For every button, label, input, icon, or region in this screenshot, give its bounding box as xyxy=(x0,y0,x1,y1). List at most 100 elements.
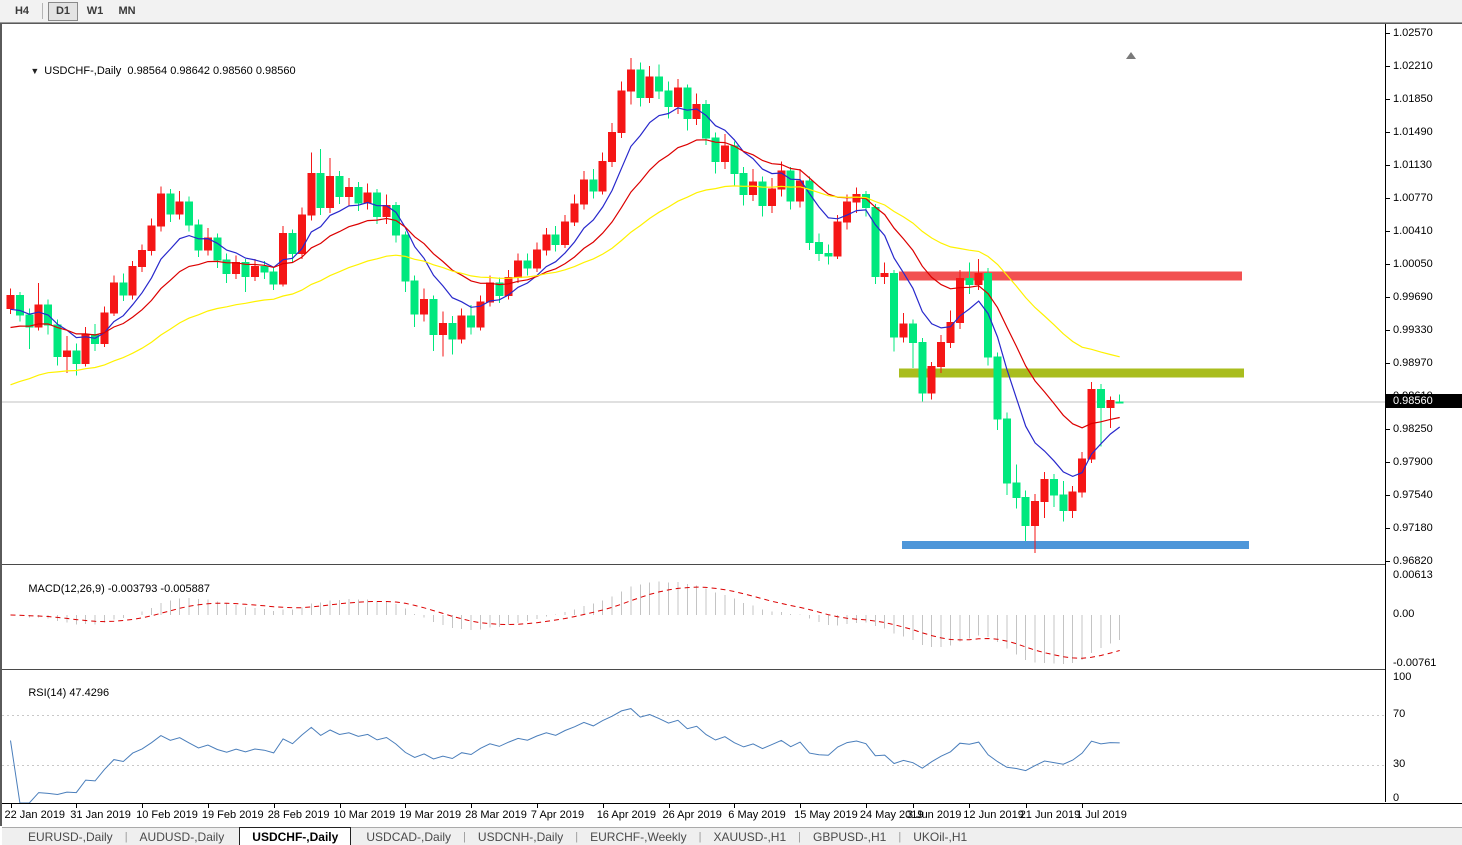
price-label: 1.02210 xyxy=(1393,60,1433,72)
date-label: 26 Apr 2019 xyxy=(662,809,722,821)
date-label: 10 Feb 2019 xyxy=(136,809,198,821)
price-tick xyxy=(1386,363,1390,364)
date-tick xyxy=(207,804,209,808)
date-tick xyxy=(1082,804,1084,808)
price-label: 1.01490 xyxy=(1393,126,1433,138)
tab-ukoil-h1[interactable]: UKOil-,H1 xyxy=(913,829,968,844)
price-label: 0.99330 xyxy=(1393,324,1433,336)
date-tick xyxy=(273,804,275,808)
date-label: 10 Mar 2019 xyxy=(333,809,396,821)
price-label: 0.98970 xyxy=(1393,357,1433,369)
date-label: 22 Jan 2019 xyxy=(4,809,66,821)
price-tick xyxy=(1386,264,1390,265)
date-label: 21 Jun 2019 xyxy=(1019,809,1081,821)
symbol-dropdown-icon[interactable]: ▼ xyxy=(30,66,40,76)
tab-eurchf-weekly[interactable]: EURCHF-,Weekly xyxy=(590,829,687,844)
tab-xauusd-h1[interactable]: XAUUSD-,H1 xyxy=(713,829,787,844)
date-label: 6 May 2019 xyxy=(728,809,786,821)
price-label: 0.99690 xyxy=(1393,291,1433,303)
timeframe-button-mn[interactable]: MN xyxy=(118,5,136,17)
ma-slow-line xyxy=(10,185,1120,386)
candlestick-series xyxy=(6,57,1124,553)
date-label: 24 May 2019 xyxy=(859,809,924,821)
tab-audusd-daily[interactable]: AUDUSD-,Daily xyxy=(139,829,225,844)
ma-fast-line xyxy=(10,107,1121,478)
price-label: 0.97900 xyxy=(1393,456,1433,468)
chart-shift-marker[interactable] xyxy=(1126,52,1136,59)
date-tick xyxy=(602,804,604,808)
tab-eurusd-daily[interactable]: EURUSD-,Daily xyxy=(28,829,113,844)
indicator-axis-label: -0.00761 xyxy=(1393,657,1437,669)
date-label: 19 Mar 2019 xyxy=(399,809,462,821)
date-label: 1 Jul 2019 xyxy=(1076,809,1127,821)
price-label: 1.02570 xyxy=(1393,27,1433,39)
date-tick xyxy=(668,804,670,808)
date-tick xyxy=(734,804,736,808)
macd-histogram xyxy=(19,581,1121,665)
price-tick xyxy=(1386,132,1390,133)
tab-gbpusd-h1[interactable]: GBPUSD-,H1 xyxy=(812,829,887,844)
macd-indicator-pane[interactable] xyxy=(2,568,1387,669)
price-label: 1.00770 xyxy=(1393,192,1433,204)
price-tick xyxy=(1386,165,1390,166)
main-chart-pane[interactable] xyxy=(2,25,1387,564)
tab-usdcad-daily[interactable]: USDCAD-,Daily xyxy=(366,829,452,844)
price-tick xyxy=(1386,33,1390,34)
price-label: 0.97180 xyxy=(1393,522,1433,534)
date-label: 31 Jan 2019 xyxy=(70,809,131,821)
toolbar-separator xyxy=(42,3,43,19)
timeframe-button-h4[interactable]: H4 xyxy=(14,5,30,17)
ma-mid-line xyxy=(10,139,1120,429)
date-label: 7 Apr 2019 xyxy=(530,809,585,821)
date-label: 12 Jun 2019 xyxy=(963,809,1024,821)
date-label: 3 Jun 2019 xyxy=(906,809,962,821)
price-tick xyxy=(1386,330,1390,331)
price-axis[interactable]: 1.02570 1.02210 1.01850 1.01490 1.01130 1.007… xyxy=(1385,24,1462,804)
ohlc-values: 0.98564 0.98642 0.98560 0.98560 xyxy=(127,65,296,77)
timeframe-button-w1[interactable]: W1 xyxy=(86,5,104,17)
indicator-axis-label: 100 xyxy=(1393,671,1412,683)
symbol-timeframe-label: USDCHF-,Daily xyxy=(44,65,122,77)
date-tick xyxy=(800,804,802,808)
band-resistance-red xyxy=(899,271,1242,281)
tab-usdcnh-daily[interactable]: USDCNH-,Daily xyxy=(477,829,564,844)
date-label: 19 Feb 2019 xyxy=(201,809,264,821)
date-tick xyxy=(10,804,12,808)
price-label: 1.01850 xyxy=(1393,93,1433,105)
band-support-olive xyxy=(899,368,1244,378)
date-tick xyxy=(471,804,473,808)
rsi-label: RSI(14) 47.4296 xyxy=(28,687,110,699)
price-tick xyxy=(1386,99,1390,100)
indicator-axis-label: 0.00613 xyxy=(1393,569,1433,581)
tab-separator: | xyxy=(698,831,702,843)
date-label: 15 May 2019 xyxy=(794,809,858,821)
current-price-tag: 0.98560 xyxy=(1386,394,1462,409)
indicator-axis-label: 70 xyxy=(1393,708,1406,720)
price-tick xyxy=(1386,462,1390,463)
timeframe-button-d1[interactable]: D1 xyxy=(48,1,78,21)
price-label: 0.97540 xyxy=(1393,489,1433,501)
indicator-axis-label: 0.00 xyxy=(1393,608,1415,620)
rsi-indicator-pane[interactable] xyxy=(2,673,1387,803)
chart-window: ▼ USDCHF-,Daily 0.98564 0.98642 0.98560 0… xyxy=(0,23,1462,845)
date-tick xyxy=(76,804,78,808)
price-tick xyxy=(1386,297,1390,298)
date-label: 28 Mar 2019 xyxy=(465,809,527,821)
price-tick xyxy=(1386,495,1390,496)
price-label: 1.00410 xyxy=(1393,225,1433,237)
macd-label: MACD(12,26,9) -0.003793 -0.005887 xyxy=(28,583,210,595)
price-label: 1.01130 xyxy=(1393,159,1432,171)
price-label: 0.98250 xyxy=(1393,423,1433,435)
timeframe-toolbar: H4 D1 W1 MN xyxy=(0,0,1462,23)
price-label: 0.96820 xyxy=(1393,555,1433,567)
date-axis[interactable]: 22 Jan 2019 31 Jan 2019 10 Feb 2019 19 Feb … xyxy=(2,803,1462,827)
date-tick xyxy=(339,804,341,808)
date-tick xyxy=(912,804,914,808)
symbol-tab-bar: EURUSD-,Daily | AUDUSD-,Daily USDCHF-,Dail… xyxy=(2,827,1462,845)
date-tick xyxy=(405,804,407,808)
price-tick xyxy=(1386,66,1390,67)
tab-usdchf-daily[interactable]: USDCHF-,Daily xyxy=(239,827,352,845)
indicator-axis-label: 30 xyxy=(1393,758,1406,770)
date-tick xyxy=(865,804,867,808)
